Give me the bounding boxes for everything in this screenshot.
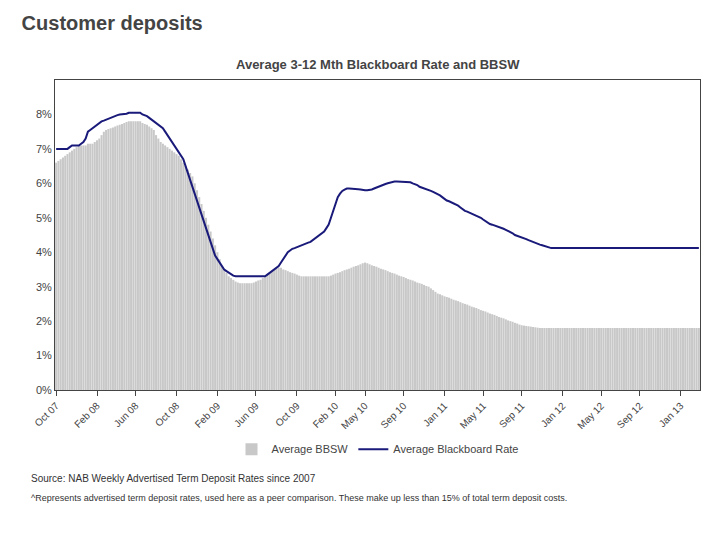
svg-text:4%: 4% [36, 246, 52, 258]
svg-text:Jun 09: Jun 09 [232, 400, 261, 429]
svg-text:3%: 3% [36, 281, 52, 293]
svg-text:Source: NAB Weekly Advertised: Source: NAB Weekly Advertised Term Depos… [31, 473, 316, 484]
svg-text:8%: 8% [36, 108, 52, 120]
svg-text:Feb 10: Feb 10 [311, 400, 341, 430]
svg-text:5%: 5% [36, 212, 52, 224]
svg-text:2%: 2% [36, 315, 52, 327]
svg-text:Average BBSW: Average BBSW [272, 443, 349, 455]
svg-text:Sep 11: Sep 11 [497, 400, 527, 430]
svg-text:May 12: May 12 [575, 400, 606, 431]
svg-text:Sep 10: Sep 10 [378, 400, 408, 430]
svg-text:Jan 13: Jan 13 [657, 400, 686, 429]
svg-text:Feb 09: Feb 09 [193, 400, 223, 430]
svg-text:Average Blackboard Rate: Average Blackboard Rate [393, 443, 518, 455]
svg-text:Jan 12: Jan 12 [539, 400, 568, 429]
svg-text:Oct 09: Oct 09 [273, 400, 302, 429]
svg-text:Oct 08: Oct 08 [153, 400, 182, 429]
svg-text:Oct 07: Oct 07 [32, 400, 61, 429]
svg-text:Feb 08: Feb 08 [72, 400, 102, 430]
svg-text:Average 3-12 Mth Blackboard Ra: Average 3-12 Mth Blackboard Rate and BBS… [236, 57, 520, 72]
svg-text:May 10: May 10 [339, 400, 370, 431]
svg-text:Sep 12: Sep 12 [615, 400, 645, 430]
svg-text:6%: 6% [36, 177, 52, 189]
svg-text:Jun 08: Jun 08 [112, 400, 141, 429]
svg-text:Customer deposits: Customer deposits [22, 12, 203, 34]
svg-text:1%: 1% [36, 349, 52, 361]
svg-text:Jan 11: Jan 11 [421, 400, 450, 429]
svg-text:^Represents advertised term de: ^Represents advertised term deposit rate… [31, 493, 567, 503]
svg-text:0%: 0% [36, 384, 52, 396]
svg-text:May 11: May 11 [458, 400, 489, 431]
svg-text:7%: 7% [36, 143, 52, 155]
